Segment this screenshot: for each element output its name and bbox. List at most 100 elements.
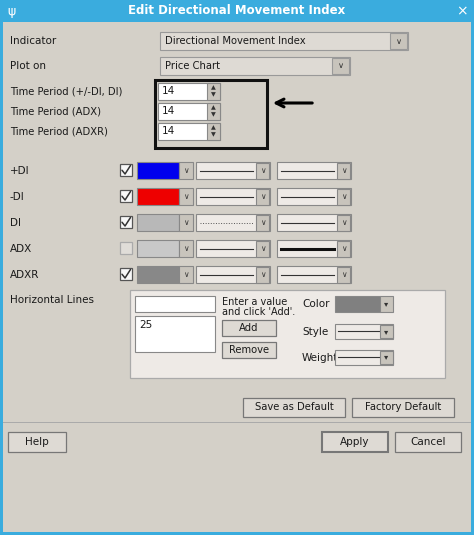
Bar bbox=[196, 266, 270, 283]
Bar bbox=[337, 241, 350, 256]
Text: and click 'Add'.: and click 'Add'. bbox=[222, 307, 295, 317]
Text: 25: 25 bbox=[139, 320, 152, 330]
Bar bbox=[222, 342, 276, 358]
Text: 14: 14 bbox=[162, 106, 175, 117]
Bar bbox=[380, 296, 393, 312]
Bar bbox=[277, 162, 351, 179]
Bar bbox=[179, 266, 193, 283]
Text: ∨: ∨ bbox=[260, 244, 266, 253]
Bar bbox=[137, 240, 179, 257]
Bar bbox=[337, 163, 350, 179]
Text: Color: Color bbox=[302, 299, 329, 309]
Bar bbox=[130, 290, 445, 378]
Text: +DI: +DI bbox=[10, 166, 29, 176]
Text: Save as Default: Save as Default bbox=[255, 402, 333, 412]
Text: ∨: ∨ bbox=[341, 192, 347, 201]
Text: ∨: ∨ bbox=[183, 166, 189, 175]
Text: ∨: ∨ bbox=[260, 192, 266, 201]
Bar bbox=[155, 80, 267, 148]
Bar bbox=[277, 214, 351, 231]
Bar bbox=[222, 320, 276, 336]
Text: 14: 14 bbox=[162, 126, 175, 136]
Text: Plot on: Plot on bbox=[10, 61, 46, 71]
Bar bbox=[352, 398, 454, 417]
Bar bbox=[158, 103, 220, 120]
Text: Enter a value: Enter a value bbox=[222, 297, 287, 307]
Text: ∨: ∨ bbox=[183, 244, 189, 253]
Bar bbox=[335, 296, 380, 312]
Text: ∨: ∨ bbox=[183, 270, 189, 279]
Bar bbox=[390, 33, 407, 49]
Bar bbox=[332, 58, 349, 74]
Text: ×: × bbox=[456, 4, 468, 18]
Bar bbox=[158, 83, 220, 100]
Text: ∨: ∨ bbox=[341, 244, 347, 253]
Bar bbox=[243, 398, 345, 417]
Bar bbox=[137, 214, 179, 231]
Text: ∨: ∨ bbox=[260, 166, 266, 175]
Bar bbox=[160, 32, 408, 50]
Text: 14: 14 bbox=[162, 87, 175, 96]
Text: Remove: Remove bbox=[229, 345, 269, 355]
Bar bbox=[380, 351, 393, 364]
Text: Edit Directional Movement Index: Edit Directional Movement Index bbox=[128, 4, 346, 18]
Bar bbox=[196, 188, 270, 205]
Text: ∨: ∨ bbox=[341, 270, 347, 279]
Bar bbox=[256, 215, 270, 231]
Text: ∨: ∨ bbox=[183, 192, 189, 201]
Text: Horizontal Lines: Horizontal Lines bbox=[10, 295, 94, 305]
Bar bbox=[120, 216, 132, 228]
Bar bbox=[196, 214, 270, 231]
Text: Cancel: Cancel bbox=[410, 437, 446, 447]
Bar bbox=[277, 188, 351, 205]
Text: Factory Default: Factory Default bbox=[365, 402, 441, 412]
Text: Apply: Apply bbox=[340, 437, 370, 447]
Text: -DI: -DI bbox=[10, 192, 25, 202]
Bar bbox=[256, 266, 270, 282]
Bar bbox=[160, 57, 350, 75]
Text: ∨: ∨ bbox=[338, 62, 344, 71]
Text: Style: Style bbox=[302, 327, 328, 337]
Bar bbox=[337, 188, 350, 204]
Bar bbox=[120, 190, 132, 202]
Bar bbox=[322, 432, 388, 452]
Text: ▲: ▲ bbox=[211, 125, 216, 130]
Bar bbox=[179, 214, 193, 231]
Bar bbox=[179, 240, 193, 257]
Bar bbox=[196, 162, 270, 179]
Bar bbox=[256, 163, 270, 179]
Bar bbox=[179, 162, 193, 179]
Text: ∨: ∨ bbox=[183, 218, 189, 227]
Text: DI: DI bbox=[10, 218, 21, 228]
Bar bbox=[8, 432, 66, 452]
Text: ▼: ▼ bbox=[211, 113, 216, 118]
Bar bbox=[256, 241, 270, 256]
Text: ▾: ▾ bbox=[384, 327, 388, 337]
Text: Indicator: Indicator bbox=[10, 36, 56, 46]
Text: ▾: ▾ bbox=[384, 353, 388, 362]
Bar bbox=[256, 188, 270, 204]
Text: ψ: ψ bbox=[8, 4, 16, 18]
Bar bbox=[137, 162, 179, 179]
Text: Add: Add bbox=[239, 323, 259, 333]
Bar bbox=[179, 188, 193, 205]
Bar bbox=[337, 266, 350, 282]
Bar bbox=[137, 188, 179, 205]
Text: Directional Movement Index: Directional Movement Index bbox=[165, 36, 306, 46]
Text: Time Period (+/-DI, DI): Time Period (+/-DI, DI) bbox=[10, 86, 122, 96]
Text: Time Period (ADXR): Time Period (ADXR) bbox=[10, 126, 108, 136]
Bar bbox=[158, 123, 220, 140]
Bar bbox=[196, 240, 270, 257]
Text: ∨: ∨ bbox=[396, 36, 402, 45]
Bar bbox=[277, 266, 351, 283]
Text: Weight: Weight bbox=[302, 353, 338, 363]
Bar bbox=[335, 324, 393, 339]
Bar bbox=[395, 432, 461, 452]
Bar bbox=[120, 268, 132, 280]
Bar bbox=[207, 83, 220, 100]
Bar bbox=[3, 422, 471, 532]
Text: ∨: ∨ bbox=[260, 218, 266, 227]
Bar bbox=[120, 242, 132, 254]
Bar bbox=[277, 240, 351, 257]
Text: ∨: ∨ bbox=[341, 218, 347, 227]
